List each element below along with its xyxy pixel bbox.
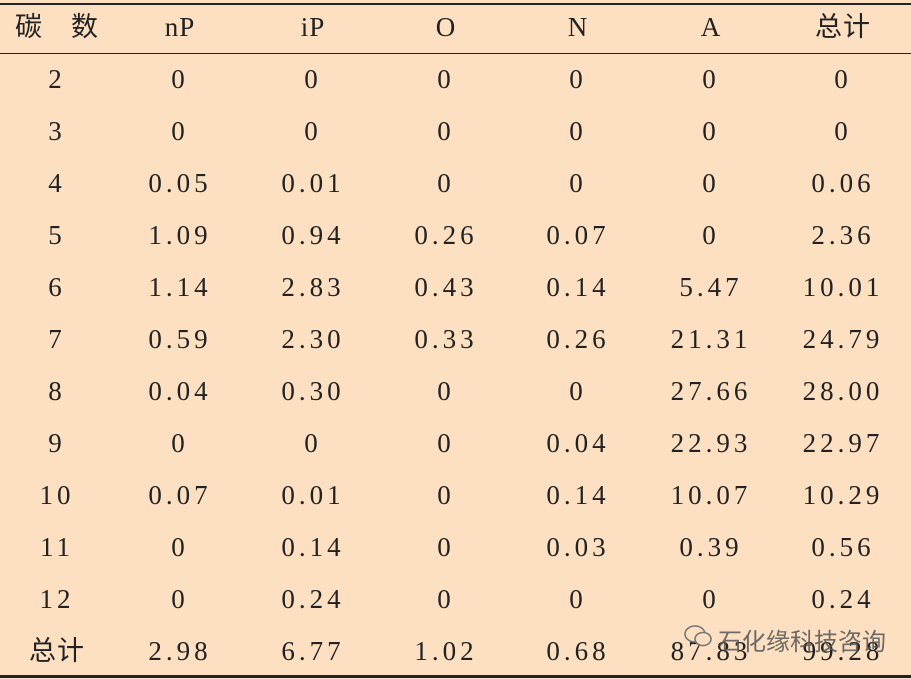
table-cell: 24.79 [802, 324, 884, 354]
table-cell: 0.68 [546, 636, 610, 666]
table-cell: 0 [437, 168, 455, 198]
table-cell: 99.28 [802, 636, 884, 666]
table-cell: 0 [437, 116, 455, 146]
table-cell: 0.94 [281, 220, 345, 250]
table-cell: 0 [171, 64, 189, 94]
table-cell: 0.05 [148, 168, 212, 198]
table-cell: 12 [39, 584, 75, 614]
table-cell: 0 [437, 480, 455, 510]
top-rule [0, 3, 911, 5]
watermark: 石化缘科技咨询 [718, 628, 886, 656]
table-cell: 2 [48, 64, 66, 94]
table-cell: 0.04 [546, 428, 610, 458]
table-cell: 9 [48, 428, 66, 458]
table-cell: 0.07 [148, 480, 212, 510]
table-cell: 0 [171, 532, 189, 562]
table-cell: 0.24 [811, 584, 875, 614]
table-cell: 2.98 [148, 636, 212, 666]
table-cell: 1.09 [148, 220, 212, 250]
table-cell: 7 [48, 324, 66, 354]
table-cell: 8 [48, 376, 66, 406]
table-cell: 0.04 [148, 376, 212, 406]
table-cell: 0.01 [281, 480, 345, 510]
table-cell: 0 [437, 584, 455, 614]
table-cell: 0.59 [148, 324, 212, 354]
table-cell: 0.24 [281, 584, 345, 614]
table-cell: 0.01 [281, 168, 345, 198]
table-cell: 0 [569, 64, 587, 94]
table-cell: 0 [569, 376, 587, 406]
table-cell: 0.26 [414, 220, 478, 250]
table-cell: 11 [40, 532, 74, 562]
table-cell: 28.00 [802, 376, 884, 406]
table-cell: 22.97 [802, 428, 884, 458]
table-cell: 0.33 [414, 324, 478, 354]
table-cell: 0 [171, 116, 189, 146]
header-cell: nP [164, 12, 196, 42]
table-cell: 10 [39, 480, 75, 510]
table-cell: 0 [437, 532, 455, 562]
table-cell: 0.26 [546, 324, 610, 354]
table-cell: 10.29 [802, 480, 884, 510]
table-cell: 1.14 [148, 272, 212, 302]
table-cell: 0 [171, 584, 189, 614]
table-cell: 0 [834, 116, 852, 146]
watermark-icon [684, 625, 712, 647]
table-cell: 10.07 [670, 480, 752, 510]
table-cell: 0.14 [546, 272, 610, 302]
table-cell: 0 [437, 428, 455, 458]
table-cell: 0.07 [546, 220, 610, 250]
table-cell: 0 [437, 64, 455, 94]
table-cell: 总计 [29, 636, 85, 666]
table-cell: 3 [48, 116, 66, 146]
table-cell: 0 [702, 116, 720, 146]
table-cell: 0 [437, 376, 455, 406]
bottom-rule [0, 675, 911, 678]
table-cell: 6 [48, 272, 66, 302]
table-cell: 0.43 [414, 272, 478, 302]
table-cell: 1.02 [414, 636, 478, 666]
table-cell: 10.01 [802, 272, 884, 302]
table-cell: 0 [702, 64, 720, 94]
table-cell: 0.14 [546, 480, 610, 510]
table-cell: 0 [304, 428, 322, 458]
table-cell: 0 [304, 64, 322, 94]
header-cell: A [700, 12, 722, 42]
table-cell: 21.31 [670, 324, 752, 354]
table-cell: 5.47 [679, 272, 743, 302]
table-cell: 0 [171, 428, 189, 458]
table-cell: 4 [48, 168, 66, 198]
header-cell: 碳 数 [15, 12, 99, 42]
header-cell: 总计 [815, 12, 871, 42]
table-cell: 0.03 [546, 532, 610, 562]
header-cell: N [567, 12, 589, 42]
table-cell: 0 [569, 168, 587, 198]
table-cell: 27.66 [670, 376, 752, 406]
table-cell: 2.83 [281, 272, 345, 302]
table-cell: 0.56 [811, 532, 875, 562]
table-cell: 0 [304, 116, 322, 146]
table-cell: 0 [702, 584, 720, 614]
table-cell: 0 [569, 584, 587, 614]
table-cell: 22.93 [670, 428, 752, 458]
header-cell: iP [300, 12, 326, 42]
table-cell: 2.36 [811, 220, 875, 250]
table-cell: 0.30 [281, 376, 345, 406]
table-cell: 5 [48, 220, 66, 250]
table-cell: 0 [702, 168, 720, 198]
table-cell: 0.06 [811, 168, 875, 198]
table-cell: 0.14 [281, 532, 345, 562]
table-cell: 0.39 [679, 532, 743, 562]
table-cell: 0 [569, 116, 587, 146]
header-rule [0, 53, 911, 54]
table-cell: 6.77 [281, 636, 345, 666]
table-cell: 0 [834, 64, 852, 94]
header-cell: O [435, 12, 457, 42]
table-cell: 2.30 [281, 324, 345, 354]
table-cell: 0 [702, 220, 720, 250]
